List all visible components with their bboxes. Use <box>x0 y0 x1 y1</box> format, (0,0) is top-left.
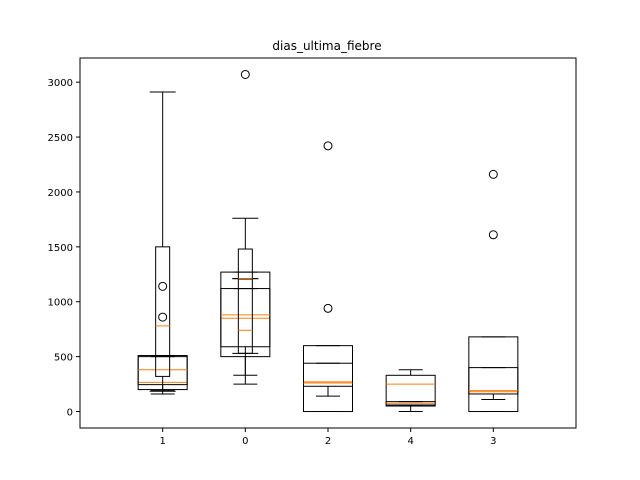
y-tick-label: 1500 <box>48 243 73 254</box>
chart-title: dias_ultima_fiebre <box>272 39 381 53</box>
y-tick-label: 3000 <box>48 78 73 89</box>
box-0-narrow <box>232 278 259 280</box>
box-4-wide <box>385 401 436 406</box>
x-axis: 1 0 2 4 3 <box>159 428 497 447</box>
outlier-point <box>158 281 168 291</box>
outlier-point <box>488 230 498 240</box>
box-4-wide <box>385 369 436 413</box>
x-tick-label: 3 <box>490 436 496 447</box>
y-tick-label: 0 <box>67 408 73 419</box>
outlier-point <box>488 169 498 179</box>
box-2-wide <box>303 141 353 413</box>
outlier-point <box>323 141 333 151</box>
y-tick-label: 1000 <box>48 298 73 309</box>
box-1-narrow <box>149 91 176 392</box>
iqr-box <box>385 374 436 407</box>
plot-frame <box>79 57 577 429</box>
iqr-box <box>468 336 519 413</box>
x-tick-label: 1 <box>159 436 165 447</box>
iqr-box <box>468 367 519 395</box>
y-tick-label: 500 <box>54 353 73 364</box>
iqr-box <box>237 248 253 354</box>
box-0-wide <box>220 288 271 376</box>
box-3-wide <box>468 367 519 400</box>
x-tick-label: 0 <box>242 436 248 447</box>
x-tick-label: 4 <box>407 436 413 447</box>
box-2-wide <box>303 362 353 397</box>
iqr-box <box>303 345 353 413</box>
box-plots <box>137 69 519 413</box>
outlier-point <box>240 69 250 79</box>
iqr-box <box>155 246 171 377</box>
y-tick-label: 2000 <box>48 188 73 199</box>
y-axis: 0 500 1000 1500 2000 2500 3000 <box>48 78 80 419</box>
x-tick-label: 2 <box>325 436 331 447</box>
iqr-box <box>303 362 353 387</box>
box-0-narrow <box>232 69 259 354</box>
outlier-point <box>323 303 333 313</box>
iqr-box <box>220 271 271 358</box>
y-tick-label: 2500 <box>48 133 73 144</box>
box-3-wide <box>468 169 519 413</box>
iqr-box <box>220 288 271 348</box>
outlier-point <box>158 312 168 322</box>
